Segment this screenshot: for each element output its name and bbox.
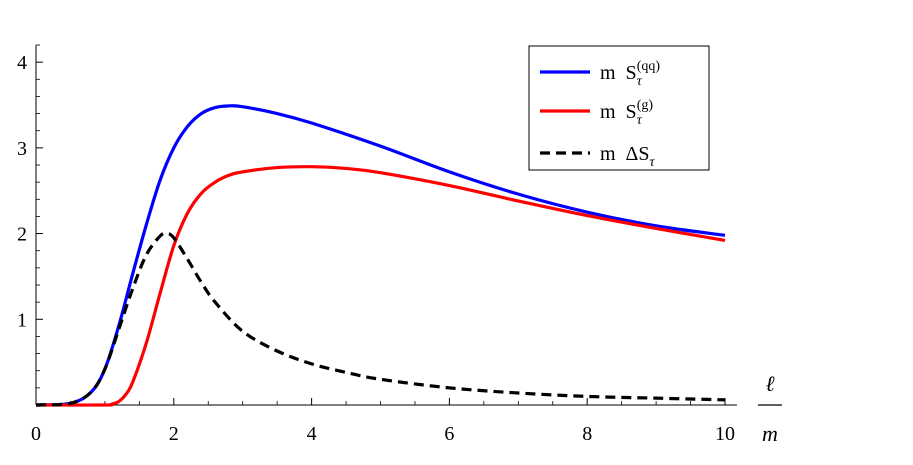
x-tick-label: 8 <box>582 423 592 445</box>
x-axis-label-denominator: m <box>762 421 778 446</box>
legend: m S(qq)τm S(g)τm ΔS τ <box>528 45 710 171</box>
legend-label-text: m S <box>600 62 637 84</box>
legend-label-superscript: (g) <box>637 98 654 113</box>
x-axis-label-numerator: ℓ <box>765 371 775 396</box>
y-tick-label: 1 <box>17 309 27 331</box>
legend-label-superscript: (qq) <box>637 59 661 74</box>
series-line-1 <box>35 165 726 407</box>
x-tick-label: 10 <box>715 423 735 445</box>
legend-entries: m S(qq)τm S(g)τm ΔS τ <box>540 59 660 170</box>
x-tick-label: 0 <box>31 423 41 445</box>
x-tick-label: 4 <box>307 423 317 445</box>
x-tick-label: 6 <box>444 423 454 445</box>
y-tick-label: 2 <box>17 224 27 246</box>
legend-label-2: m ΔS <box>600 143 650 165</box>
legend-label-text: m ΔS <box>600 143 650 165</box>
series-layer <box>35 104 726 407</box>
x-axis-label: ℓ m <box>758 371 782 446</box>
x-tick-label: 2 <box>169 423 179 445</box>
y-ticks: 1 2 3 4 <box>17 44 43 389</box>
legend-label-1: m S(g) <box>600 98 653 123</box>
legend-label-0: m S(qq) <box>600 59 660 84</box>
series-line-2 <box>35 231 726 407</box>
y-tick-label: 4 <box>17 52 27 74</box>
legend-box <box>528 45 710 171</box>
legend-label-subscript: τ <box>637 113 643 128</box>
legend-label-text: m S <box>600 101 637 123</box>
legend-label-subscript: τ <box>637 74 643 89</box>
y-tick-label: 3 <box>17 138 27 160</box>
legend-label-subscript: τ <box>650 155 656 170</box>
